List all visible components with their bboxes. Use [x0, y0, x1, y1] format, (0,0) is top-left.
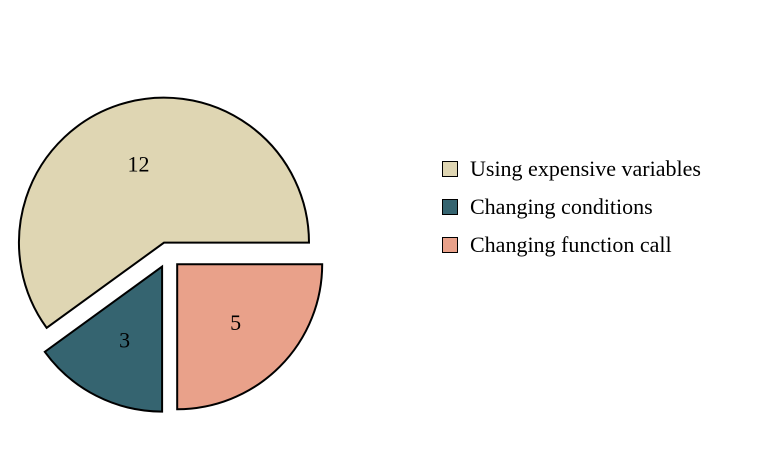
legend-label-using-expensive-variables: Using expensive variables: [470, 156, 701, 181]
pie-value-label-changing-conditions: 3: [119, 328, 130, 353]
legend-swatch-using-expensive-variables: [442, 161, 458, 177]
pie-slice-changing-conditions: [43, 264, 164, 413]
legend-swatch-changing-function-call: [442, 237, 458, 253]
legend-label-changing-conditions: Changing conditions: [470, 194, 653, 219]
legend-swatch-changing-conditions: [442, 199, 458, 215]
pie-slice-changing-function-call: [176, 263, 324, 411]
pie-value-labels: 12 3 5: [119, 152, 241, 353]
legend-item-changing-conditions: Changing conditions: [442, 188, 701, 226]
legend-item-changing-function-call: Changing function call: [442, 226, 701, 264]
pie-slice-using-expensive-variables: [17, 96, 310, 330]
legend: Using expensive variables Changing condi…: [442, 150, 701, 264]
pie-slices: [17, 96, 324, 413]
legend-item-using-expensive-variables: Using expensive variables: [442, 150, 701, 188]
pie-value-label-using-expensive-variables: 12: [127, 152, 149, 177]
legend-label-changing-function-call: Changing function call: [470, 232, 672, 257]
pie-value-label-changing-function-call: 5: [230, 310, 241, 335]
